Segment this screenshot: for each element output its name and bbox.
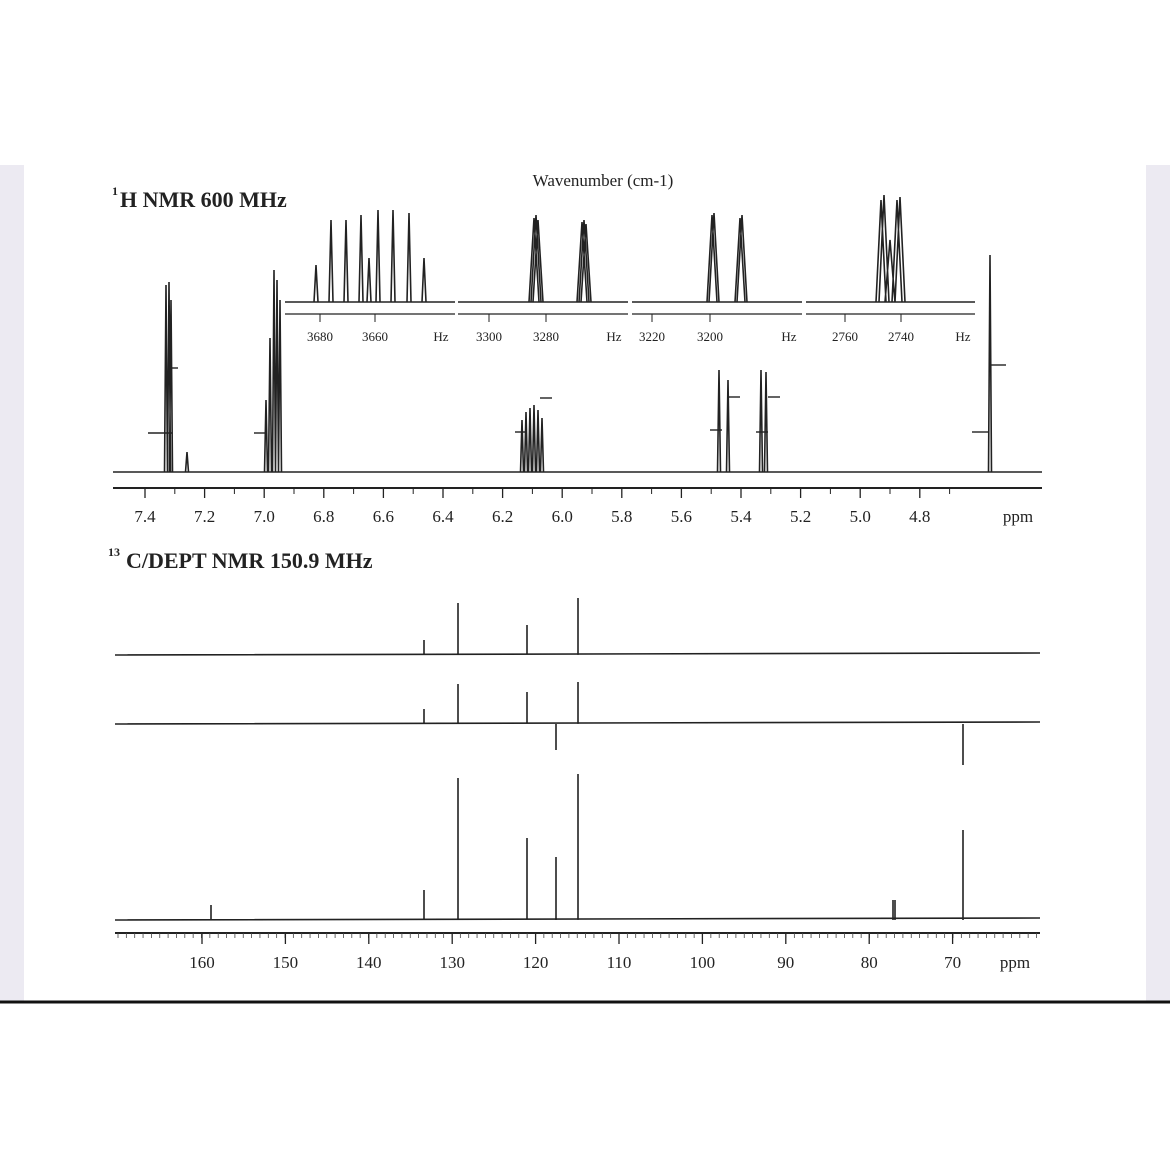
axis-tick-label: 130 — [439, 953, 465, 972]
axis-tick-label: 160 — [189, 953, 215, 972]
axis-tick-label: 80 — [861, 953, 878, 972]
axis-tick-label: 5.2 — [790, 507, 811, 526]
h-spectrum — [113, 254, 1042, 473]
h-nmr-title: H NMR 600 MHz — [120, 187, 287, 212]
superscript: 13 — [108, 545, 120, 559]
axis-tick-label: 7.4 — [134, 507, 156, 526]
inset-unit: Hz — [781, 329, 796, 344]
inset-tick-label: 3680 — [307, 329, 333, 344]
c-nmr-title: C/DEPT NMR 150.9 MHz — [126, 548, 373, 573]
axis-tick-label: 7.0 — [254, 507, 275, 526]
side-strip — [1146, 165, 1170, 1002]
inset-tick-label: 3660 — [362, 329, 388, 344]
axis-tick-label: 70 — [944, 953, 961, 972]
axis-tick-label: 7.2 — [194, 507, 215, 526]
inset-tick-label: 3200 — [697, 329, 723, 344]
axis-tick-label: 140 — [356, 953, 382, 972]
inset-tick-label: 3220 — [639, 329, 665, 344]
axis-unit: ppm — [1000, 953, 1030, 972]
inset-spectrum — [632, 212, 802, 303]
axis-tick-label: 6.6 — [373, 507, 394, 526]
axis-tick-label: 6.0 — [552, 507, 573, 526]
inset-spectrum — [458, 214, 628, 303]
c-spectrum — [114, 598, 1041, 656]
inset-tick-label: 3280 — [533, 329, 559, 344]
inset-tick-label: 2740 — [888, 329, 914, 344]
axis-unit: ppm — [1003, 507, 1033, 526]
inset-tick-label: 3300 — [476, 329, 502, 344]
axis-tick-label: 5.0 — [850, 507, 871, 526]
inset-tick-label: 2760 — [832, 329, 858, 344]
spectra — [113, 194, 1042, 944]
inset-spectrum — [285, 209, 455, 303]
inset-unit: Hz — [433, 329, 448, 344]
axis-tick-label: 4.8 — [909, 507, 930, 526]
axis-tick-label: 5.8 — [611, 507, 632, 526]
axis-tick-label: 100 — [690, 953, 716, 972]
axis-tick-label: 90 — [777, 953, 794, 972]
axis-tick-label: 6.2 — [492, 507, 513, 526]
c-spectrum — [114, 774, 1041, 921]
axis-tick-label: 6.8 — [313, 507, 334, 526]
axis-tick-label: 6.4 — [432, 507, 454, 526]
axis-tick-label: 110 — [607, 953, 632, 972]
c-spectrum — [114, 682, 1041, 765]
inset-spectrum — [806, 194, 975, 303]
axis-tick-label: 120 — [523, 953, 549, 972]
axis-tick-label: 150 — [273, 953, 299, 972]
superscript: 1 — [112, 184, 118, 198]
inset-unit: Hz — [606, 329, 621, 344]
axis-tick-label: 5.4 — [730, 507, 752, 526]
inset-unit: Hz — [955, 329, 970, 344]
axis-tick-label: 5.6 — [671, 507, 692, 526]
side-strip — [0, 165, 24, 1002]
inset-title: Wavenumber (cm-1) — [533, 171, 674, 190]
